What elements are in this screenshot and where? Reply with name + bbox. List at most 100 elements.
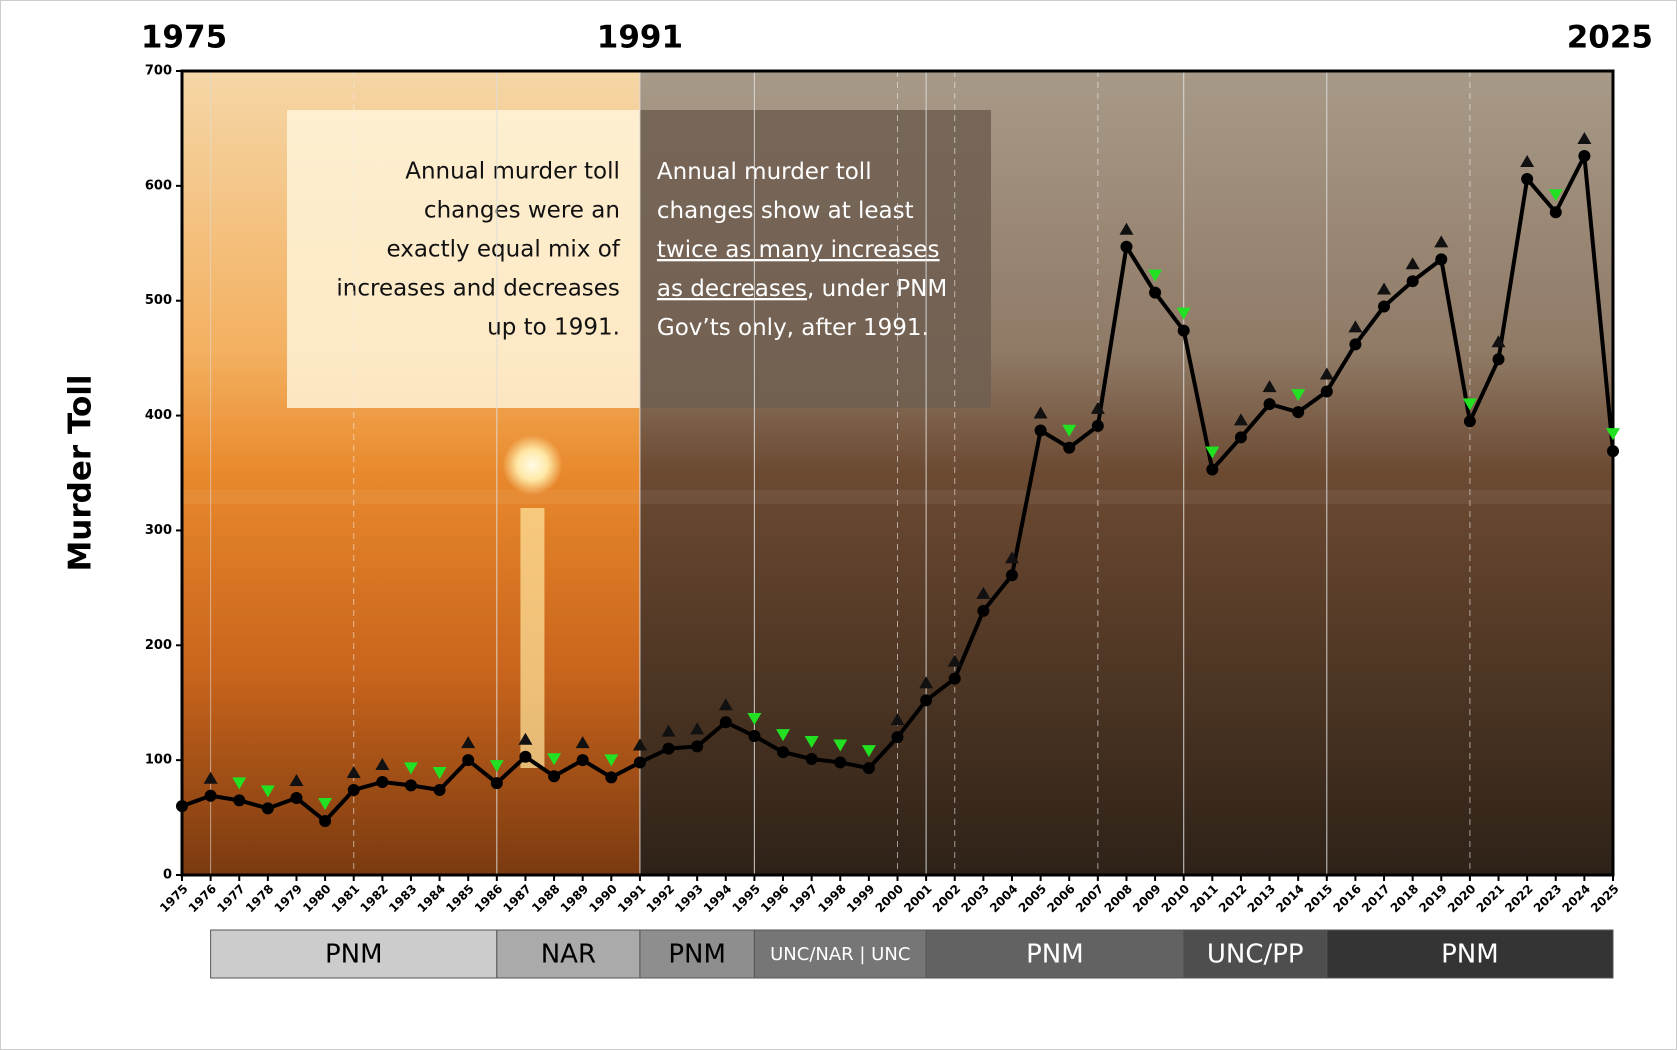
data-point: [834, 756, 847, 769]
increase-marker: [890, 713, 905, 726]
x-tick-label: 1987: [501, 882, 535, 916]
data-point: [1607, 445, 1619, 458]
x-tick-label: 1993: [672, 882, 706, 916]
data-point: [862, 762, 875, 775]
decrease-marker: [1548, 189, 1563, 202]
data-point: [1578, 149, 1591, 162]
data-point: [462, 754, 475, 767]
x-tick-label: 1980: [300, 882, 334, 916]
government-label: PNM: [1441, 940, 1499, 970]
x-tick-label: 2020: [1445, 882, 1479, 916]
x-tick-label: 1976: [186, 882, 220, 916]
annotation-segment: as decreases: [657, 276, 807, 302]
x-tick-label: 2013: [1245, 882, 1279, 916]
increase-marker: [690, 722, 705, 735]
government-label: PNM: [325, 940, 383, 970]
decrease-marker: [260, 785, 275, 798]
x-tick-label: 2019: [1416, 882, 1450, 916]
decrease-marker: [403, 762, 418, 775]
data-point: [1521, 172, 1534, 185]
data-point: [748, 730, 761, 743]
data-point: [805, 752, 818, 765]
data-point: [319, 815, 332, 828]
annotation-text: exactly equal mix of: [386, 237, 620, 263]
government-label: PNM: [668, 940, 726, 970]
data-point: [290, 792, 303, 805]
increase-marker: [461, 736, 476, 749]
y-tick-label: 300: [145, 523, 172, 538]
x-tick-label: 1998: [815, 882, 849, 916]
data-point: [1292, 406, 1305, 419]
government-label: PNM: [1026, 940, 1084, 970]
x-tick-label: 1994: [701, 882, 735, 916]
data-point: [1234, 431, 1247, 444]
x-tick-label: 2014: [1273, 882, 1307, 916]
x-tick-label: 2002: [930, 882, 964, 916]
decrease-marker: [747, 713, 762, 726]
increase-marker: [1520, 154, 1535, 167]
data-point: [948, 672, 961, 685]
x-tick-label: 2016: [1330, 882, 1364, 916]
annotation-text: as decreases, under PNM: [657, 276, 947, 302]
increase-marker: [718, 698, 733, 711]
x-tick-label: 1984: [415, 882, 449, 916]
increase-marker: [947, 654, 962, 667]
data-point: [662, 742, 675, 755]
decrease-marker: [1062, 424, 1077, 437]
decrease-marker: [1606, 428, 1620, 441]
data-point: [490, 777, 503, 790]
x-tick-label: 2024: [1559, 882, 1593, 916]
x-tick-label: 2008: [1102, 882, 1136, 916]
x-tick-label: 2006: [1044, 882, 1078, 916]
increase-marker: [1434, 235, 1449, 248]
increase-marker: [661, 724, 676, 737]
annotation-text: Annual murder toll: [657, 159, 872, 185]
data-point: [576, 754, 589, 767]
data-point: [404, 779, 417, 792]
x-tick-label: 1997: [787, 882, 821, 916]
decrease-marker: [232, 777, 247, 790]
increase-marker: [375, 757, 390, 770]
data-point: [1320, 385, 1333, 398]
annotation-segment: Annual murder toll: [657, 159, 872, 185]
data-point: [1063, 441, 1076, 454]
x-tick-label: 2004: [987, 882, 1021, 916]
increase-marker: [1004, 551, 1019, 564]
x-tick-label: 2003: [958, 882, 992, 916]
data-point: [920, 694, 933, 707]
decrease-marker: [547, 753, 562, 766]
data-point: [1091, 419, 1104, 432]
annotation-text: Annual murder toll: [405, 159, 620, 185]
annotation-box: [287, 110, 640, 408]
x-tick-label: 2017: [1359, 882, 1393, 916]
decrease-marker: [861, 745, 876, 758]
decrease-marker: [604, 754, 619, 767]
government-band: [496, 929, 641, 979]
period-label: 2025: [1567, 20, 1653, 56]
y-tick-label: 100: [145, 753, 172, 768]
x-tick-label: 1975: [157, 882, 191, 916]
x-tick-label: 1979: [272, 882, 306, 916]
x-tick-label: 2022: [1502, 882, 1536, 916]
data-point: [519, 750, 532, 763]
data-point: [1149, 286, 1162, 299]
x-tick-label: 2012: [1216, 882, 1250, 916]
period-label: 1975: [141, 20, 227, 56]
decrease-marker: [1176, 307, 1191, 320]
increase-marker: [575, 736, 590, 749]
increase-marker: [1090, 401, 1105, 414]
annotation-text: increases and decreases: [336, 276, 620, 302]
data-point: [633, 756, 646, 769]
x-tick-label: 2023: [1531, 882, 1565, 916]
data-point: [1206, 463, 1219, 476]
x-tick-label: 1986: [472, 882, 506, 916]
annotation-text: Gov’ts only, after 1991.: [657, 315, 929, 341]
x-tick-label: 1989: [558, 882, 592, 916]
increase-marker: [919, 676, 934, 689]
x-tick-label: 1992: [644, 882, 678, 916]
x-tick-label: 1985: [443, 882, 477, 916]
x-tick-label: 2018: [1388, 882, 1422, 916]
annotation-text: changes were an: [424, 198, 620, 224]
x-tick-label: 1981: [329, 882, 363, 916]
